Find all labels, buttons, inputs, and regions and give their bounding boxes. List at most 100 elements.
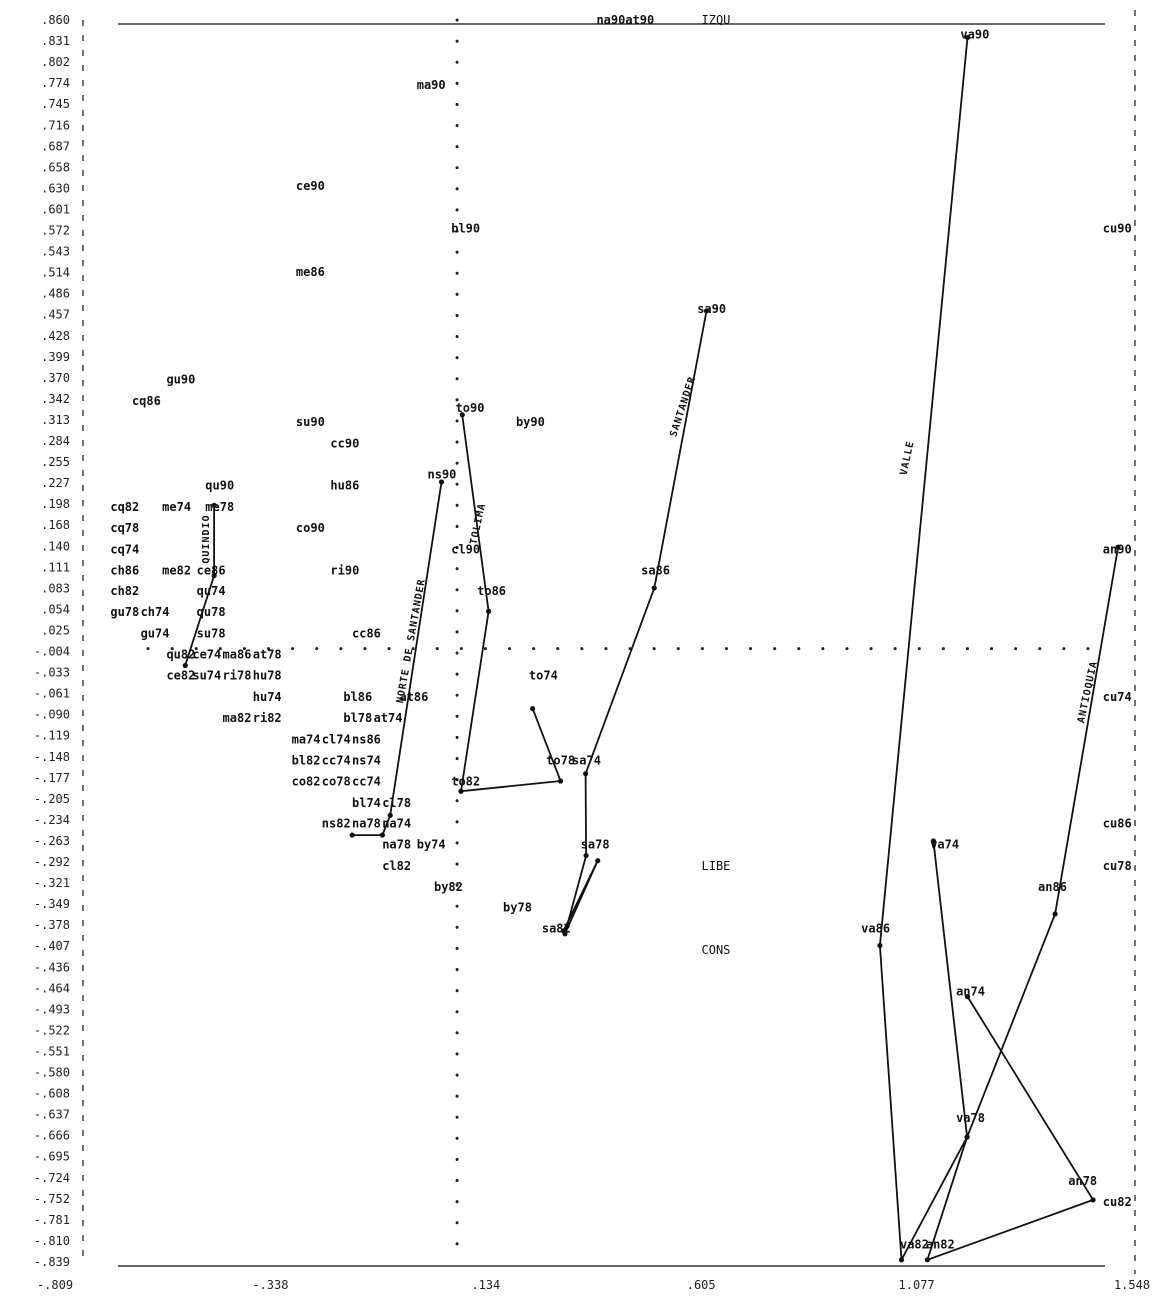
point-label: cq78	[110, 521, 139, 535]
point-label: bl74	[352, 796, 381, 810]
point-label: cq86	[132, 394, 161, 408]
y-tick-label: .054	[41, 602, 70, 616]
y-tick-label: -.464	[34, 981, 70, 995]
y-tick-label: .745	[41, 97, 70, 111]
y-tick-label: -.119	[34, 729, 70, 743]
point-label: to86	[477, 584, 506, 598]
point-label: an90	[1103, 542, 1132, 556]
trajectory-point	[583, 771, 588, 776]
point-label: sa86	[641, 563, 670, 577]
trajectory-point	[877, 943, 882, 948]
point-label: co78	[322, 775, 351, 789]
trajectory-point	[1053, 911, 1058, 916]
point-label: ch82	[110, 584, 139, 598]
point-label: ns74	[352, 754, 381, 768]
point-label: qu78	[197, 605, 226, 619]
y-tick-label: -.407	[34, 939, 70, 953]
point-labels: VALLEANTIOQUIASANTANDERTOLIMANORTE DE SA…	[110, 13, 1131, 1251]
point-label: bl78	[343, 711, 372, 725]
point-label: na74	[382, 816, 411, 830]
point-label: at86	[399, 690, 428, 704]
y-tick-label: -.349	[34, 897, 70, 911]
point-label: hu78	[253, 669, 282, 683]
x-tick-label: -.338	[252, 1278, 288, 1292]
point-label: sa74	[572, 754, 601, 768]
y-tick-label: .774	[41, 76, 70, 90]
y-tick-label: -.321	[34, 876, 70, 890]
trajectory-point	[350, 832, 355, 837]
y-tick-label: -.522	[34, 1023, 70, 1037]
point-label: co82	[292, 775, 321, 789]
point-label: an82	[926, 1237, 955, 1251]
trajectory-name-label: ANTIOQUIA	[1076, 660, 1100, 724]
point-label: cc74	[322, 754, 351, 768]
point-label: cl74	[322, 732, 351, 746]
y-tick-label: .342	[41, 392, 70, 406]
point-label: va78	[956, 1111, 985, 1125]
point-label: qu82	[166, 648, 195, 662]
trajectory-point	[583, 853, 588, 858]
point-label: me74	[162, 500, 191, 514]
point-label: by82	[434, 880, 463, 894]
y-tick-label: -.493	[34, 1002, 70, 1016]
point-label: ce74	[192, 648, 221, 662]
y-tick-label: .255	[41, 455, 70, 469]
point-label: gu74	[141, 626, 170, 640]
y-tick-label: .601	[41, 202, 70, 216]
trajectory-point	[925, 1257, 930, 1262]
y-tick-label: -.436	[34, 960, 70, 974]
y-tick-label: .831	[41, 34, 70, 48]
point-label: ce82	[166, 669, 195, 683]
y-tick-label: .313	[41, 413, 70, 427]
point-label: cl78	[382, 796, 411, 810]
point-label: ri82	[253, 711, 282, 725]
x-tick-label: 1.077	[899, 1278, 935, 1292]
point-label: va74	[930, 838, 959, 852]
y-tick-label: -.637	[34, 1108, 70, 1122]
y-tick-label: .168	[41, 518, 70, 532]
point-label: cc74	[352, 775, 381, 789]
y-tick-label: -.263	[34, 834, 70, 848]
point-label: cu90	[1103, 221, 1132, 235]
y-tick-label: -.551	[34, 1044, 70, 1058]
y-tick-label: .227	[41, 476, 70, 490]
y-tick-label: -.608	[34, 1087, 70, 1101]
point-label: hu74	[253, 690, 282, 704]
y-tick-label: .457	[41, 308, 70, 322]
trajectory-point	[899, 1257, 904, 1262]
point-label: ns90	[428, 468, 457, 482]
point-label: ri78	[223, 669, 252, 683]
y-tick-label: .370	[41, 371, 70, 385]
y-tick-label: .198	[41, 497, 70, 511]
point-label: na78	[382, 838, 411, 852]
y-tick-label: .860	[41, 13, 70, 27]
point-label: su90	[296, 415, 325, 429]
x-tick-label: .605	[687, 1278, 716, 1292]
point-label: cu78	[1103, 859, 1132, 873]
point-label: by78	[503, 900, 532, 914]
y-tick-label: -.004	[34, 645, 70, 659]
y-tick-label: -.090	[34, 708, 70, 722]
point-label: ch74	[141, 605, 170, 619]
y-tick-label: .284	[41, 434, 70, 448]
point-label: cc86	[352, 626, 381, 640]
y-tick-label: .514	[41, 266, 70, 280]
trajectory-line	[461, 415, 561, 792]
point-label: by74	[417, 838, 446, 852]
point-label: ns86	[352, 732, 381, 746]
trajectory-point	[652, 585, 657, 590]
y-tick-label: .025	[41, 623, 70, 637]
point-label: gu90	[166, 373, 195, 387]
trajectory-line	[927, 547, 1118, 1260]
point-label: me86	[296, 265, 325, 279]
y-tick-label: -.205	[34, 792, 70, 806]
trajectory-lines	[185, 38, 1118, 1260]
point-label: su78	[197, 626, 226, 640]
point-label: ce90	[296, 179, 325, 193]
point-label: hu86	[330, 479, 359, 493]
y-tick-label: -.695	[34, 1150, 70, 1164]
trajectory-point	[595, 858, 600, 863]
point-label: an74	[956, 985, 985, 999]
x-tick-label: .134	[471, 1278, 500, 1292]
point-label: an86	[1038, 880, 1067, 894]
